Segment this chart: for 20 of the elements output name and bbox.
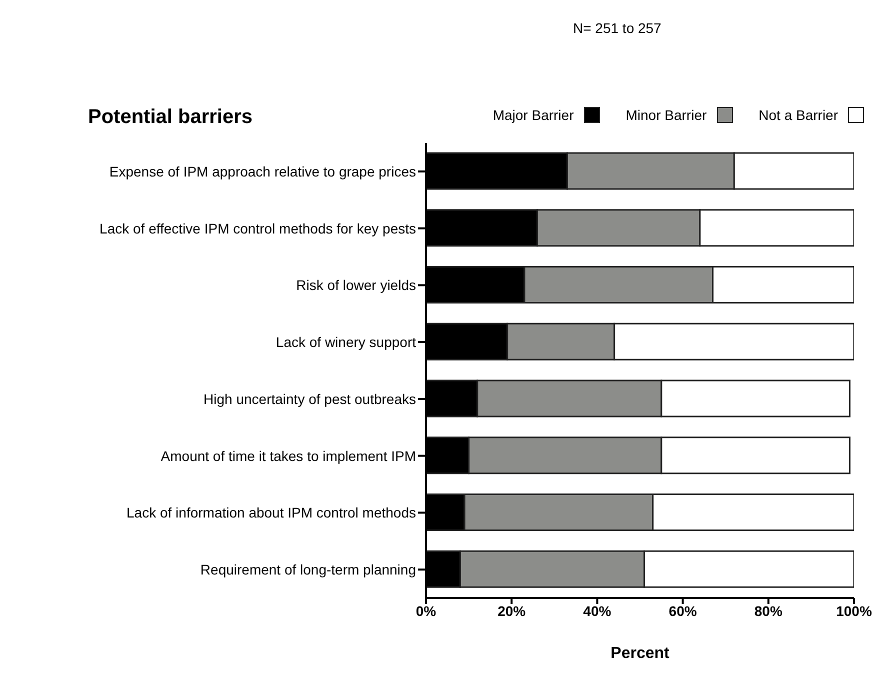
y-tick-label: Lack of effective IPM control methods for key pests bbox=[100, 220, 416, 236]
x-tick-label: 60% bbox=[668, 602, 698, 619]
legend-label: Major Barrier bbox=[492, 107, 574, 123]
y-tick-label: Amount of time it takes to implement IPM bbox=[160, 448, 416, 464]
x-tick-label: 80% bbox=[754, 602, 783, 619]
y-tick-label: Lack of information about IPM control methods bbox=[126, 504, 416, 521]
y-tick-label: Lack of winery support bbox=[276, 334, 416, 350]
y-tick-label: Requirement of long-term planning bbox=[200, 562, 416, 578]
x-tick-label: 0% bbox=[416, 602, 437, 619]
y-tick-label: Expense of IPM approach relative to grape prices bbox=[109, 163, 416, 180]
text: Potential barriers bbox=[88, 106, 253, 129]
legend-label: Minor Barrier bbox=[626, 107, 707, 123]
x-axis-title: Percent bbox=[610, 645, 670, 662]
x-tick-label: 100% bbox=[836, 602, 872, 619]
x-tick-label: 40% bbox=[583, 602, 612, 619]
x-tick-label: 20% bbox=[498, 602, 526, 619]
y-tick-label: High uncertainty of pest outbreaks bbox=[204, 390, 416, 407]
chart-subtitle: N= 251 to 257 bbox=[573, 20, 662, 36]
legend-label: Not a Barrier bbox=[758, 107, 838, 123]
y-tick-label: Risk of lower yields bbox=[296, 277, 416, 294]
